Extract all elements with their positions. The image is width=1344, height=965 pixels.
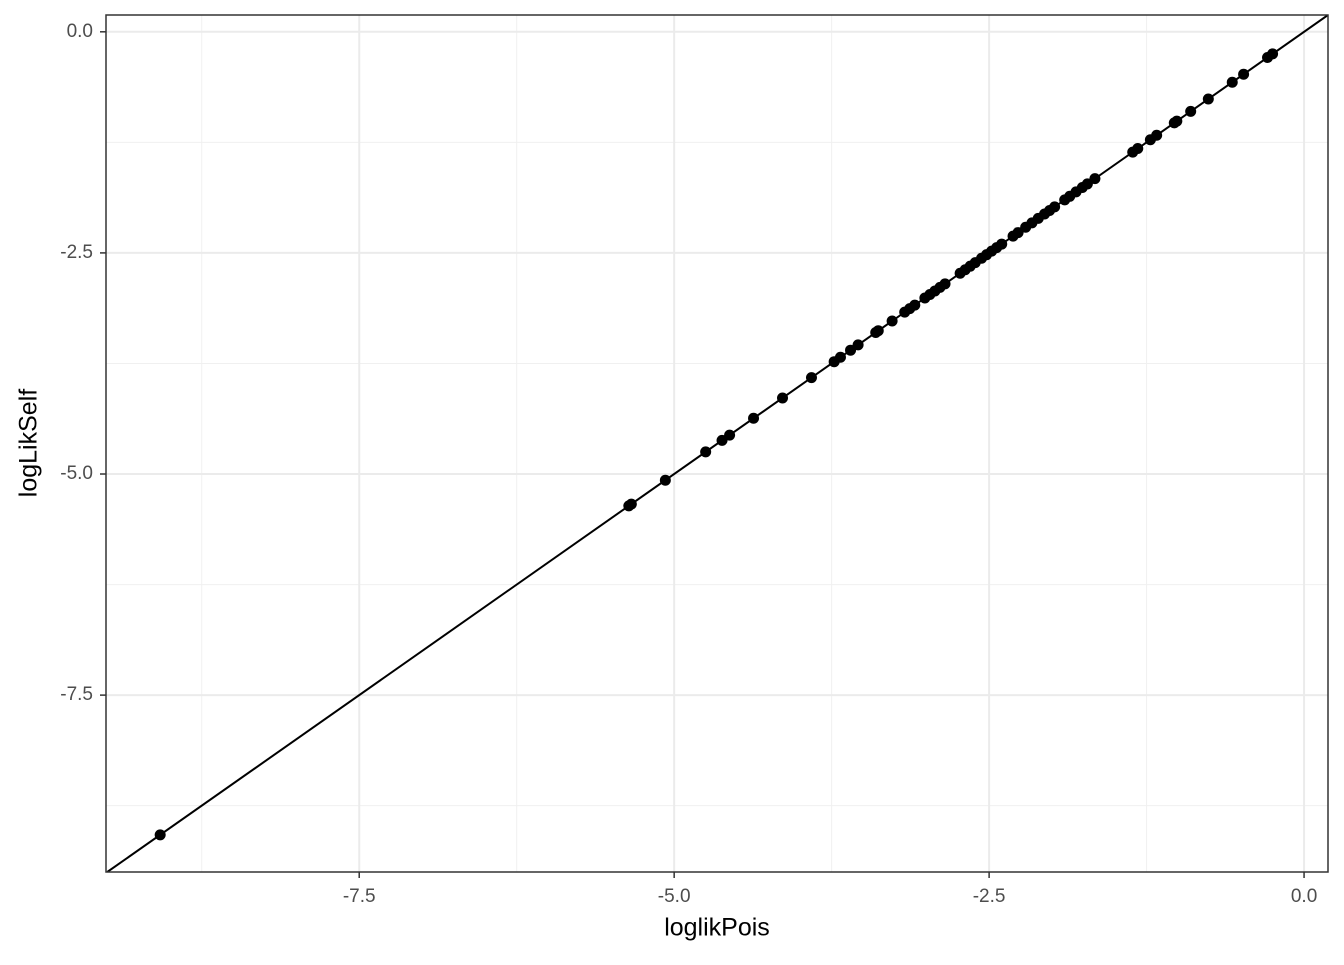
point (872, 325, 884, 337)
point (996, 238, 1008, 250)
point (1151, 129, 1163, 141)
point (724, 429, 736, 441)
point (834, 351, 846, 363)
point (777, 392, 789, 404)
point (886, 315, 898, 327)
point (1226, 76, 1238, 88)
point (1171, 115, 1183, 127)
point (659, 474, 671, 486)
point (1238, 68, 1250, 80)
y-tick-label: -7.5 (60, 684, 93, 705)
x-tick-label: -7.5 (343, 886, 376, 907)
y-tick-label: -2.5 (60, 242, 93, 263)
point (939, 278, 951, 290)
point (700, 446, 712, 458)
point (1185, 105, 1197, 117)
y-axis-title: logLikSelf (15, 389, 43, 497)
point (1049, 201, 1061, 213)
point (909, 299, 921, 311)
point (748, 412, 760, 424)
x-axis-title: loglikPois (664, 914, 770, 942)
point (154, 829, 166, 841)
plot-border (105, 14, 1329, 873)
point (1202, 93, 1214, 105)
point (1132, 143, 1144, 155)
point (852, 339, 864, 351)
x-tick-label: -2.5 (973, 886, 1006, 907)
point (1089, 173, 1101, 185)
point (805, 372, 817, 384)
point (1267, 48, 1279, 60)
x-tick-label: 0.0 (1291, 886, 1317, 907)
point (625, 498, 637, 510)
y-tick-label: -5.0 (60, 463, 93, 484)
y-tick-label: 0.0 (67, 21, 93, 42)
x-tick-label: -5.0 (658, 886, 691, 907)
